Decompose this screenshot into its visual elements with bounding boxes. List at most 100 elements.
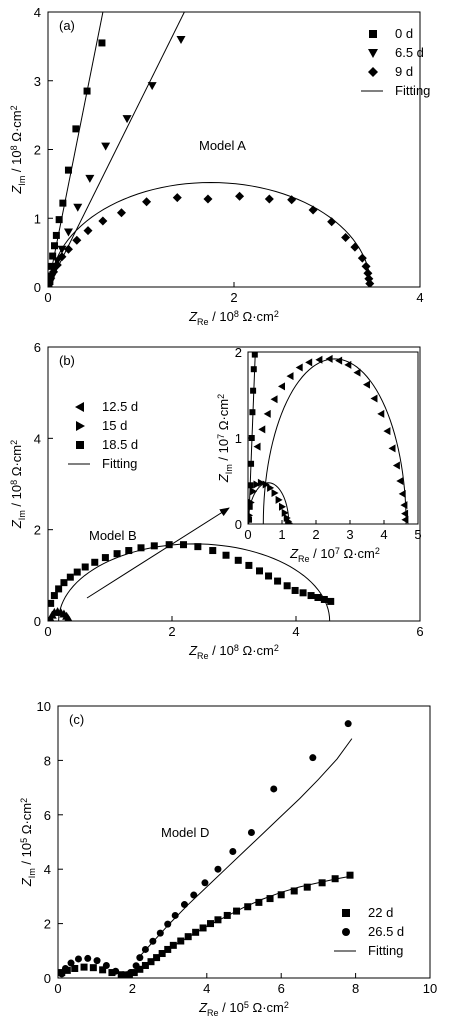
legend-marker [76, 421, 85, 431]
inset-data-point [248, 460, 255, 467]
data-point [57, 252, 67, 262]
inset-data-point [279, 502, 286, 511]
data-point [55, 216, 63, 224]
model-label: Model B [89, 528, 137, 543]
data-point [331, 875, 339, 883]
inset-data-point [257, 478, 265, 487]
inset-data-point [353, 368, 361, 377]
legend-entry: 0 d [395, 26, 413, 41]
data-point [164, 920, 172, 928]
panel-0: 0 2 4 0 1 2 3 4 (a) Model A 0 d 6.5 d 9 d Fitting [34, 5, 431, 305]
x-tick-label: 2 [129, 981, 136, 996]
data-point [61, 964, 69, 972]
data-point [48, 279, 54, 287]
y-tick-label: 4 [34, 5, 41, 20]
data-point [283, 582, 291, 590]
inset-data-point [248, 435, 255, 441]
inset-data-point [392, 461, 400, 470]
legend-entry: Fitting [102, 456, 137, 471]
inset-x-tick-label: 2 [312, 527, 319, 542]
inset-data-point [396, 477, 404, 485]
data-point [130, 969, 138, 977]
inset-y-axis-label: ZIm / 107 Ω·cm2 [216, 394, 234, 483]
fitting-line [50, 181, 372, 287]
y-tick-label: 0 [34, 280, 41, 295]
data-point [199, 924, 207, 932]
x-tick-label: 8 [352, 981, 359, 996]
data-point [63, 244, 73, 254]
legend-marker [368, 67, 378, 77]
x-axis-label: ZRe / 108 Ω·cm2 [188, 309, 279, 327]
data-point [344, 720, 352, 728]
x-tick-label: 4 [292, 624, 299, 639]
inset-data-point [295, 363, 303, 372]
data-point [327, 217, 337, 227]
data-point [274, 577, 282, 585]
inset-x-tick-label: 5 [414, 527, 421, 542]
panel-label: (c) [69, 712, 84, 727]
data-point [363, 268, 373, 278]
data-point [266, 895, 274, 903]
data-point [72, 235, 82, 245]
y-tick-label: 6 [34, 340, 41, 355]
data-point [112, 967, 120, 975]
plot-area [48, 541, 335, 621]
data-point [48, 273, 56, 283]
inset-data-point [250, 387, 257, 394]
data-point [164, 945, 172, 953]
data-point [264, 194, 274, 204]
inset-data-point [275, 495, 283, 504]
data-point [171, 911, 179, 919]
inset-panel: 0 1 2 3 4 5 0 1 2 [235, 345, 422, 547]
x-tick-label: 0 [54, 981, 61, 996]
data-point [192, 928, 200, 936]
data-point [270, 785, 278, 793]
legend-marker [75, 402, 84, 412]
data-point [176, 36, 186, 44]
data-point [318, 879, 326, 887]
inset-y-tick-label: 2 [235, 345, 242, 360]
arrow [86, 507, 230, 599]
data-point [73, 568, 81, 576]
inset-y-tick-label: 1 [235, 431, 242, 446]
data-point [265, 572, 273, 580]
data-point [156, 929, 164, 937]
plot-frame [57, 705, 431, 979]
data-point [229, 848, 237, 856]
x-tick-label: 4 [203, 981, 210, 996]
inset-plot-area [248, 352, 409, 524]
inset-data-point [253, 480, 261, 489]
data-point [290, 887, 298, 895]
data-point [58, 970, 66, 978]
inset-data-point [248, 503, 253, 510]
x-tick-label: 2 [168, 624, 175, 639]
inset-data-point [249, 409, 256, 416]
data-point [80, 963, 88, 971]
data-point [74, 955, 82, 963]
data-point [309, 754, 317, 762]
legend-entry: 12.5 d [102, 399, 138, 414]
inset-data-point [344, 360, 352, 369]
data-point [81, 563, 89, 571]
x-tick-label: 2 [230, 290, 237, 305]
data-point [180, 901, 188, 909]
data-point [63, 228, 73, 237]
data-point [341, 233, 351, 242]
inset-data-point [398, 489, 406, 498]
legend-entry: 22 d [368, 905, 393, 920]
inset-data-point [370, 394, 378, 403]
data-point [84, 954, 92, 962]
plot-frame [47, 346, 421, 622]
data-point [89, 964, 97, 972]
y-tick-label: 0 [34, 614, 41, 629]
model-label: Model D [161, 825, 209, 840]
data-point [153, 954, 161, 962]
data-point [59, 199, 67, 207]
inset-data-point [285, 519, 293, 524]
data-point [71, 964, 79, 972]
y-axis-label: ZIm / 105 Ω·cm2 [19, 798, 37, 887]
inset-data-point [335, 356, 343, 365]
data-point [101, 554, 109, 562]
legend-entry: 15 d [102, 418, 127, 433]
